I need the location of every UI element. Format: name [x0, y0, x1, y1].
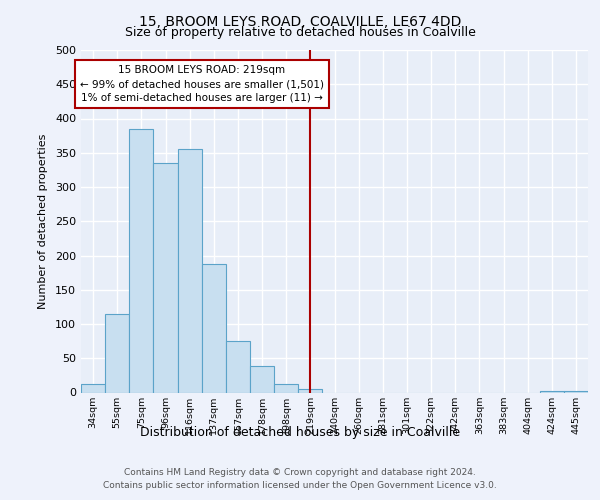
Text: 15 BROOM LEYS ROAD: 219sqm
← 99% of detached houses are smaller (1,501)
1% of se: 15 BROOM LEYS ROAD: 219sqm ← 99% of deta…	[80, 65, 324, 103]
Text: Size of property relative to detached houses in Coalville: Size of property relative to detached ho…	[125, 26, 475, 39]
Bar	[202, 264, 226, 392]
Text: Contains HM Land Registry data © Crown copyright and database right 2024.: Contains HM Land Registry data © Crown c…	[124, 468, 476, 477]
Text: Distribution of detached houses by size in Coalville: Distribution of detached houses by size …	[140, 426, 460, 439]
Bar	[178, 150, 202, 392]
Bar	[540, 391, 564, 392]
Text: 15, BROOM LEYS ROAD, COALVILLE, LE67 4DD: 15, BROOM LEYS ROAD, COALVILLE, LE67 4DD	[139, 15, 461, 29]
Bar	[105, 314, 129, 392]
Bar	[129, 129, 154, 392]
Bar	[564, 391, 588, 392]
Bar	[226, 341, 250, 392]
Text: Contains public sector information licensed under the Open Government Licence v3: Contains public sector information licen…	[103, 480, 497, 490]
Bar	[81, 384, 105, 392]
Bar	[250, 366, 274, 392]
Bar	[154, 163, 178, 392]
Bar	[298, 389, 322, 392]
Bar	[274, 384, 298, 392]
Y-axis label: Number of detached properties: Number of detached properties	[38, 134, 48, 309]
